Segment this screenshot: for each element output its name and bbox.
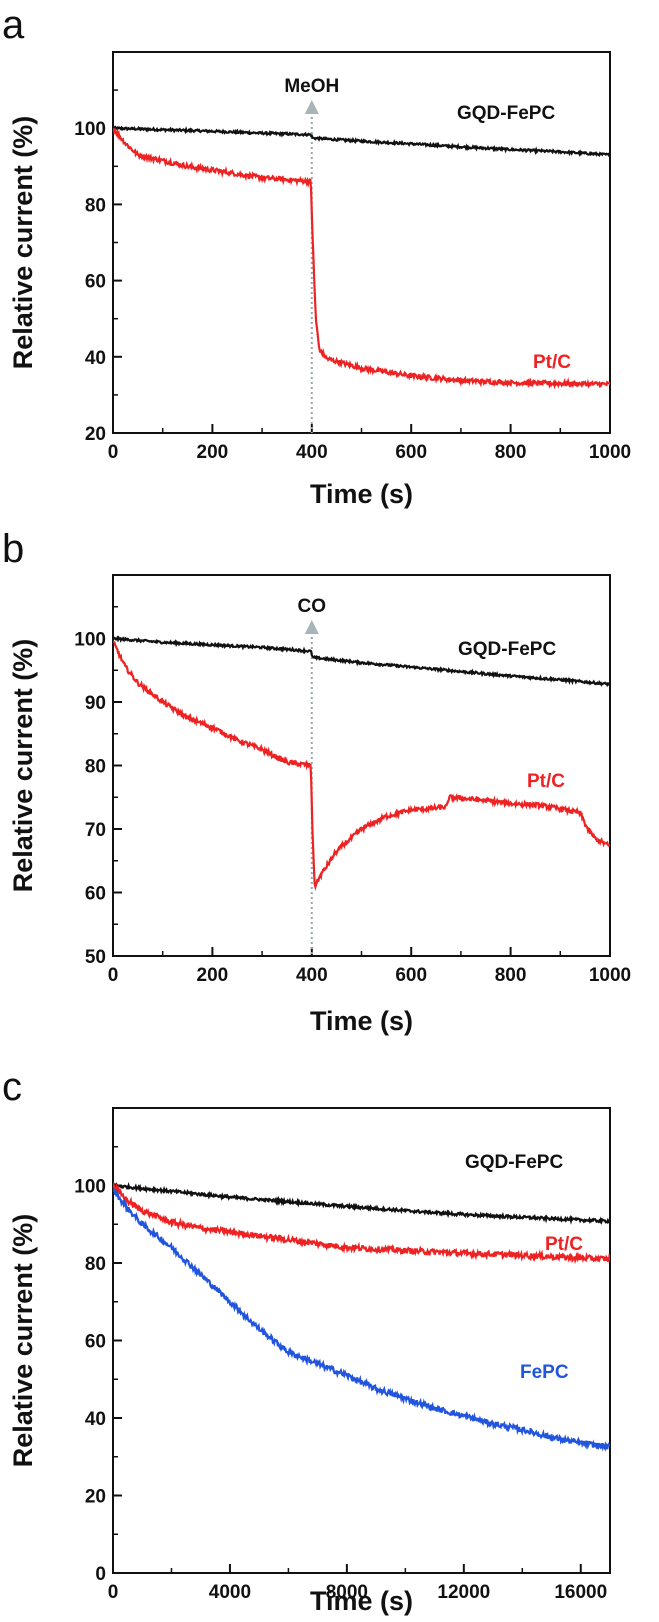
panel-letter: a [2,3,25,47]
y-tick-label: 80 [85,1254,106,1275]
series-line-pt-c [113,1181,610,1265]
series-line-pt-c [113,127,610,390]
y-tick-label: 100 [74,119,106,140]
x-tick-label: 16000 [554,1582,607,1603]
x-tick-label: 200 [197,442,229,463]
x-tick-label: 800 [495,965,527,986]
chart-panel-a: a 0 200 400 600 800 1000 20 40 60 80 100 Time (s) Rel… [2,3,631,509]
x-tick-label: 600 [395,965,427,986]
series-label-fepc: FePC [520,1362,569,1383]
x-tick-label: 0 [108,442,119,463]
x-tick-label: 12000 [437,1582,490,1603]
x-tick-label: 1000 [589,442,631,463]
y-tick-label: 60 [85,1332,106,1353]
series-label-gqd-fepc: GQD-FePC [458,639,556,660]
x-tick-label: 8000 [326,1582,368,1603]
y-tick-label: 60 [85,884,106,905]
y-axis-title: Relative current (%) [8,1214,38,1468]
annotation-label: CO [298,596,327,617]
series-line-gqd-fepc [113,1181,610,1226]
y-tick-label: 20 [85,1487,106,1508]
y-tick-label: 40 [85,1409,106,1430]
y-axis-title: Relative current (%) [8,116,38,370]
chart-panel-b: b 0 200 400 600 800 1000 50 60 70 80 90 100 Time (s) R… [2,527,631,1036]
y-tick-label: 20 [85,424,106,445]
panel-letter: c [2,1065,22,1109]
x-tick-label: 200 [197,965,229,986]
x-tick-label: 600 [395,442,427,463]
x-tick-label: 400 [296,965,328,986]
y-tick-label: 90 [85,693,106,714]
x-tick-label: 0 [108,1582,119,1603]
x-tick-label: 400 [296,442,328,463]
y-tick-label: 80 [85,757,106,778]
plot-frame [112,574,611,957]
series-label-gqd-fepc: GQD-FePC [465,1152,563,1173]
x-tick-label: 0 [108,965,119,986]
annotation-arrow-icon [304,620,319,634]
series-label-pt-c: Pt/C [545,1234,583,1255]
y-tick-label: 70 [85,820,106,841]
chart-panel-c: c 0 4000 8000 12000 16000 0 20 40 60 80 100 Time (s)… [2,1065,611,1616]
y-tick-label: 0 [95,1564,106,1585]
y-tick-label: 50 [85,947,106,968]
x-tick-label: 1000 [589,965,631,986]
x-axis-title: Time (s) [310,1006,413,1036]
x-axis-title: Time (s) [310,1586,413,1616]
series-line-pt-c [113,640,610,892]
annotation-label: MeOH [284,76,339,97]
y-tick-label: 80 [85,195,106,216]
x-tick-label: 800 [495,442,527,463]
y-tick-label: 100 [74,1177,106,1198]
x-axis-title: Time (s) [310,479,413,509]
y-axis-title: Relative current (%) [8,639,38,893]
series-line-fepc [113,1188,610,1452]
plot-frame [112,1107,611,1574]
series-label-pt-c: Pt/C [527,771,565,792]
y-tick-label: 40 [85,348,106,369]
series-label-pt-c: Pt/C [533,352,571,373]
panel-letter: b [2,527,24,571]
x-tick-label: 4000 [209,1582,251,1603]
series-line-gqd-fepc [113,635,610,688]
y-tick-label: 60 [85,272,106,293]
y-tick-label: 100 [74,630,106,651]
series-line-gqd-fepc [113,125,610,158]
annotation-arrow-icon [304,100,319,114]
series-label-gqd-fepc: GQD-FePC [457,103,555,124]
